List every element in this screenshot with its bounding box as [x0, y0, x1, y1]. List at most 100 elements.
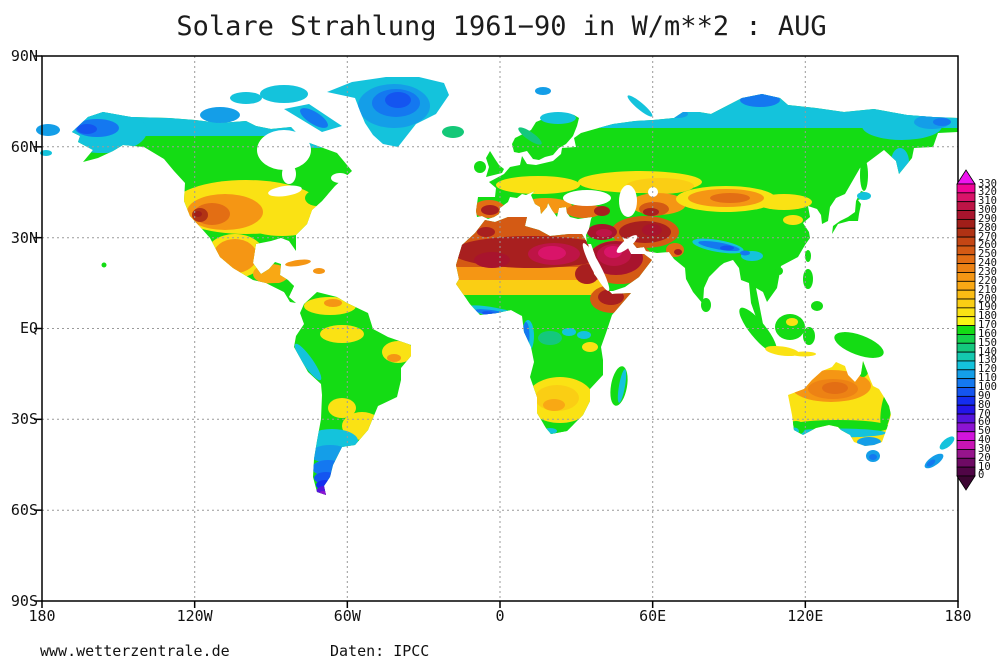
colorbar-cell — [956, 404, 976, 415]
great-britain — [486, 151, 504, 177]
colorbar-tick-label: 150 — [978, 336, 997, 349]
lon-label: 120E — [787, 607, 824, 625]
asian-islands — [701, 159, 884, 358]
north-america — [72, 112, 352, 303]
colorbar-cell — [956, 422, 976, 433]
scandinavia — [512, 112, 579, 160]
lon-label: 180 — [28, 607, 56, 625]
colorbar-cell — [956, 369, 976, 380]
colorbar-cell — [956, 325, 976, 335]
page-title: Solare Strahlung 1961−90 in W/m**2 : AUG — [176, 11, 827, 42]
colorbar-cell — [956, 466, 976, 477]
axis-ticks — [34, 55, 959, 608]
iceland — [442, 126, 464, 138]
lon-label: 60W — [333, 607, 361, 625]
novaya-zemlya — [627, 95, 653, 117]
colorbar-cell — [956, 192, 976, 203]
colorbar-cell — [956, 183, 976, 194]
colorbar-cell — [956, 307, 976, 318]
colorbar-cell — [956, 245, 976, 256]
colorbar-cell — [956, 334, 976, 344]
colorbar-cell — [956, 387, 976, 397]
colorbar-tick-label: 320 — [978, 186, 997, 199]
chukotka-edge — [36, 124, 60, 136]
lat-label: 60S — [10, 501, 38, 520]
colorbar-tick-label: 330 — [978, 177, 997, 190]
svalbard — [535, 87, 551, 95]
colorbar-cell — [956, 378, 976, 388]
colorbar-cell — [956, 440, 976, 450]
colorbar-tick-label: 310 — [978, 195, 997, 208]
bering-edge — [40, 150, 52, 156]
colorbar-tick-label: 80 — [978, 398, 991, 411]
colorbar-tick-label: 50 — [978, 425, 991, 438]
colorbar-tick-label: 240 — [978, 257, 997, 270]
inland-seas — [257, 130, 658, 291]
lat-label: 90S — [10, 591, 38, 610]
madagascar — [610, 366, 628, 406]
colorbar-tick-label: 120 — [978, 363, 997, 376]
hawaii — [101, 262, 107, 268]
colorbar-cell — [956, 263, 976, 273]
arctic-islands — [200, 85, 342, 132]
colorbar-tick-label: 180 — [978, 310, 997, 323]
colorbar-tick-label: 110 — [978, 372, 997, 385]
colorbar-tick-label: 210 — [978, 283, 997, 296]
colorbar-cell — [956, 236, 976, 247]
colorbar-tick-label: 250 — [978, 248, 997, 261]
colorbar-cell — [956, 280, 976, 291]
south-america — [294, 292, 411, 495]
colorbar-cell — [956, 218, 976, 229]
colorbar-tick-label: 130 — [978, 354, 997, 367]
colorbar-tick-label: 170 — [978, 319, 997, 332]
colorbar-tick-label: 30 — [978, 442, 991, 455]
colorbar-cell — [956, 254, 976, 265]
colorbar-tick-label: 60 — [978, 416, 991, 429]
colorbar-tick-label: 100 — [978, 381, 997, 393]
new-zealand — [924, 436, 955, 469]
lat-label: 90N — [10, 47, 38, 65]
colorbar-tick-label: 90 — [978, 389, 991, 402]
colorbar-cell — [956, 431, 976, 441]
lat-label: EQ — [19, 319, 38, 338]
colorbar-tick-label: 190 — [978, 301, 997, 314]
colorbar-tick-label: 220 — [978, 274, 997, 287]
colorbar-tick-label: 300 — [978, 204, 997, 217]
colorbar-cell — [956, 457, 976, 468]
colorbar-cell — [956, 351, 976, 362]
colorbar-tick-label: 280 — [978, 221, 997, 234]
colorbar-cell — [956, 360, 976, 371]
colorbar-tick-label: 140 — [978, 345, 997, 358]
colorbar-cell — [956, 316, 976, 326]
colorbar-cell — [956, 227, 976, 238]
lat-label: 60N — [10, 137, 38, 156]
australia — [788, 361, 891, 446]
colorbar-tick-label: 0 — [978, 469, 985, 482]
colorbar-tick-label: 40 — [978, 434, 991, 447]
ireland — [474, 161, 486, 173]
lon-label: 120W — [176, 607, 213, 625]
tasmania — [866, 450, 880, 462]
colorbar-cell — [956, 342, 976, 353]
colorbar-tick-label: 70 — [978, 407, 991, 420]
graticule — [42, 56, 958, 601]
caribbean-islands — [285, 259, 325, 274]
colorbar-tick-label: 160 — [978, 327, 997, 340]
colorbar-tick-label: 10 — [978, 460, 991, 473]
colorbar-tick-label: 200 — [978, 292, 997, 305]
colorbar-cell — [956, 395, 976, 406]
colorbar-cell — [956, 449, 976, 459]
lon-label: 180 — [944, 607, 972, 625]
lat-label: 30N — [10, 228, 38, 247]
lat-label: 30S — [10, 410, 38, 429]
colorbar-tick-label: 20 — [978, 451, 991, 464]
site-credit: www.wetterzentrale.de — [40, 642, 230, 660]
colorbar — [956, 169, 976, 491]
colorbar-tick-label: 290 — [978, 212, 997, 225]
colorbar-tick-label: 260 — [978, 239, 997, 252]
colorbar-tick-label: 230 — [978, 265, 997, 278]
colorbar-cell — [956, 201, 976, 211]
colorbar-tick-label: 270 — [978, 230, 997, 243]
map-land-layer — [36, 56, 958, 601]
